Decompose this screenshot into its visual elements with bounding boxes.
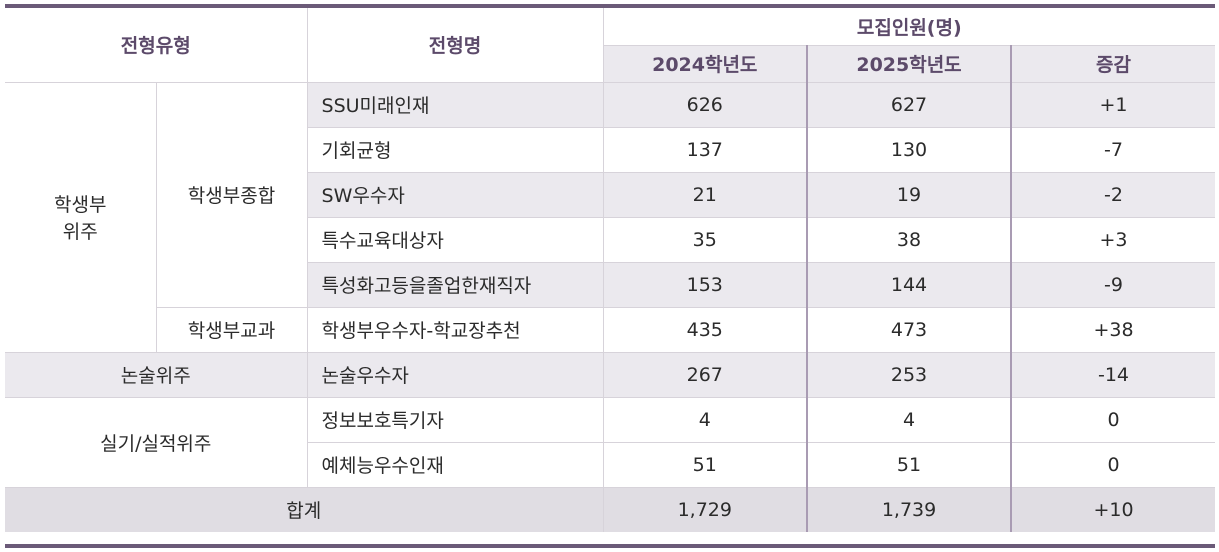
row-2024: 21	[602, 171, 808, 218]
row-2024: 137	[602, 126, 808, 173]
row-change: -2	[1010, 171, 1216, 218]
row-name: 예체능우수인재	[306, 441, 604, 488]
row-2024: 626	[602, 81, 808, 128]
row-2024: 435	[602, 306, 808, 353]
row-2025: 38	[806, 216, 1012, 263]
row-name: 논술우수자	[306, 351, 604, 398]
table-row: 논술위주 논술우수자 267 253 -14	[5, 351, 1216, 398]
row-2024: 35	[602, 216, 808, 263]
row-2025: 144	[806, 261, 1012, 308]
row-name: 정보보호특기자	[306, 396, 604, 443]
row-2025: 130	[806, 126, 1012, 173]
row-change: -9	[1010, 261, 1216, 308]
header-recruit: 모집인원(명)	[602, 8, 1216, 46]
group-subject: 학생부교과	[155, 306, 308, 353]
row-2024: 4	[602, 396, 808, 443]
total-2025: 1,739	[806, 486, 1012, 532]
row-2025: 4	[806, 396, 1012, 443]
row-change: +3	[1010, 216, 1216, 263]
group-comprehensive: 학생부종합	[155, 81, 308, 308]
table-row: 특수교육대상자 35 38 +3	[5, 216, 1216, 263]
row-change: -14	[1010, 351, 1216, 398]
row-change: +38	[1010, 306, 1216, 353]
row-2025: 627	[806, 81, 1012, 128]
row-2025: 473	[806, 306, 1012, 353]
row-name: 특성화고등을졸업한재직자	[306, 261, 604, 308]
group-school-record: 학생부 위주	[5, 81, 157, 353]
total-label: 합계	[5, 486, 604, 532]
admissions-table: 전형유형 전형명 모집인원(명) 2024학년도 2025학년도 증감 학생부 …	[5, 8, 1216, 532]
row-name: SSU미래인재	[306, 81, 604, 128]
row-change: 0	[1010, 441, 1216, 488]
row-change: -7	[1010, 126, 1216, 173]
header-2024: 2024학년도	[602, 44, 808, 83]
table-row: 학생부교과 학생부우수자-학교장추천 435 473 +38	[5, 306, 1216, 353]
header-change: 증감	[1010, 44, 1216, 83]
header-type: 전형유형	[5, 8, 308, 83]
row-2024: 51	[602, 441, 808, 488]
group-essay: 논술위주	[5, 351, 308, 398]
table-row: 예체능우수인재 51 51 0	[5, 441, 1216, 488]
row-name: 특수교육대상자	[306, 216, 604, 263]
admissions-table-container: 전형유형 전형명 모집인원(명) 2024학년도 2025학년도 증감 학생부 …	[5, 4, 1216, 548]
table-row: 기회균형 137 130 -7	[5, 126, 1216, 173]
row-name: 기회균형	[306, 126, 604, 173]
row-change: +1	[1010, 81, 1216, 128]
row-2025: 51	[806, 441, 1012, 488]
header-row-2: 2024학년도 2025학년도 증감	[5, 44, 1216, 83]
table-row: 실기/실적위주 정보보호특기자 4 4 0	[5, 396, 1216, 488]
header-2025: 2025학년도	[806, 44, 1012, 83]
row-2024: 267	[602, 351, 808, 398]
total-change: +10	[1010, 486, 1216, 532]
header-name: 전형명	[306, 8, 604, 83]
row-name: SW우수자	[306, 171, 604, 218]
total-row: 합계 1,729 1,739 +10	[5, 486, 1216, 532]
row-2024: 153	[602, 261, 808, 308]
row-change: 0	[1010, 396, 1216, 443]
row-2025: 253	[806, 351, 1012, 398]
row-2025: 19	[806, 171, 1012, 218]
table-row: 학생부 위주 학생부종합 SSU미래인재 626 627 +1	[5, 81, 1216, 353]
group-practical: 실기/실적위주	[5, 396, 308, 488]
header-row-1: 전형유형 전형명 모집인원(명)	[5, 8, 1216, 83]
row-name: 학생부우수자-학교장추천	[306, 306, 604, 353]
total-2024: 1,729	[602, 486, 808, 532]
